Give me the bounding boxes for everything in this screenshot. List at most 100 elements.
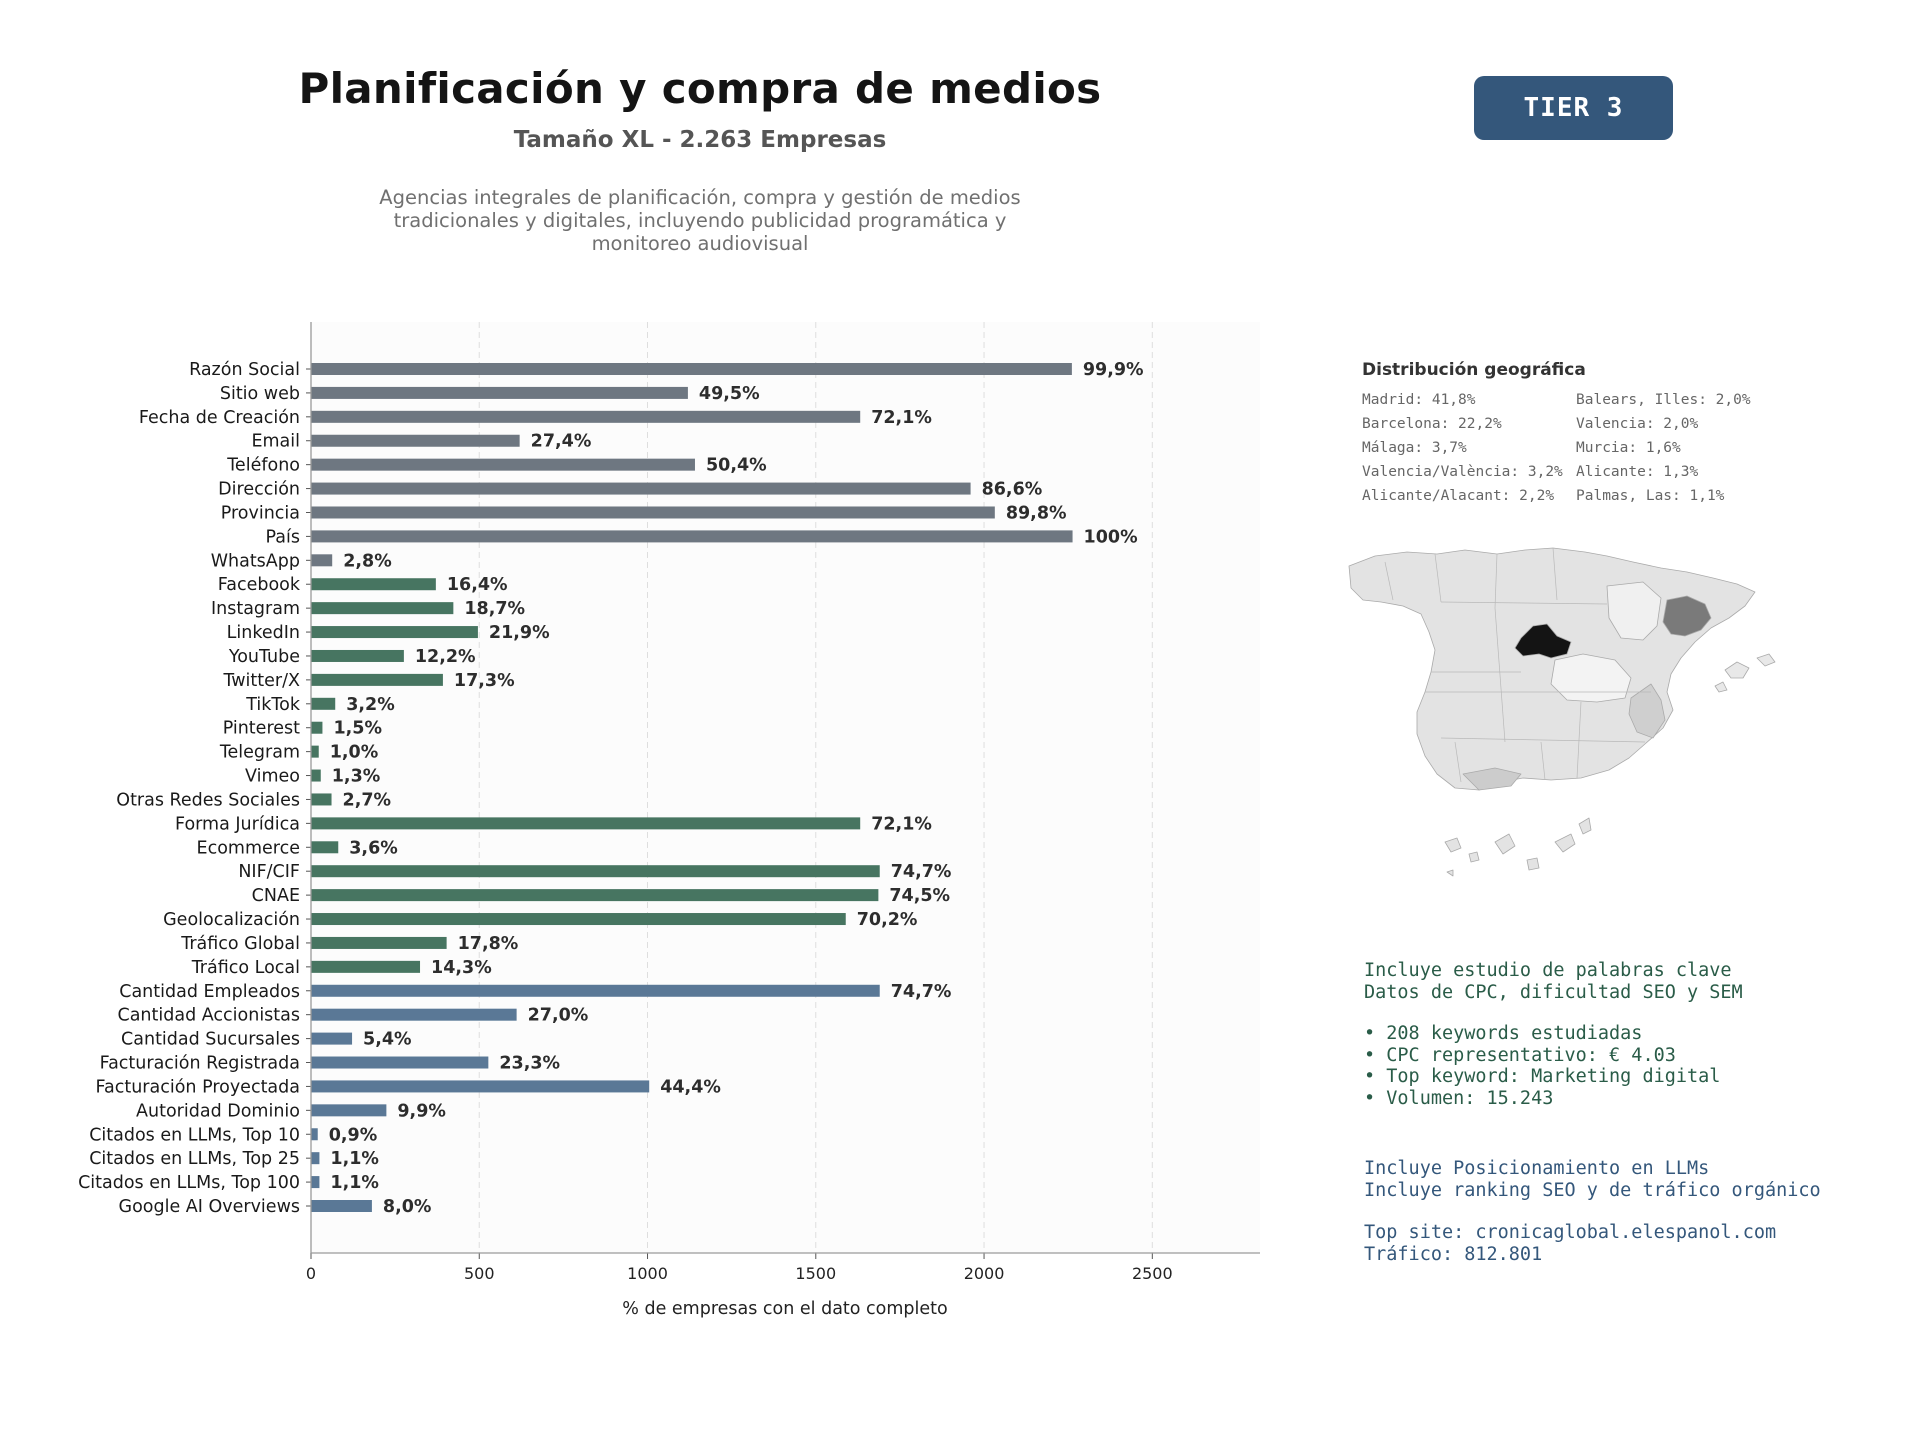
category-label: Teléfono <box>226 456 300 476</box>
geo-item: Palmas, Las: 1,1% <box>1576 488 1725 504</box>
geo-item: Alicante/Alacant: 2,2% <box>1362 488 1555 504</box>
category-label: Cantidad Accionistas <box>117 1006 300 1026</box>
llm-info-panel: Incluye Posicionamiento en LLMs Incluye … <box>1364 1158 1904 1266</box>
value-label: 99,9% <box>1083 360 1144 380</box>
category-label: Ecommerce <box>197 838 300 858</box>
value-label: 72,1% <box>871 408 932 428</box>
category-label: Tráfico Local <box>191 958 300 978</box>
bar <box>311 458 695 471</box>
value-label: 89,8% <box>1006 503 1067 523</box>
category-label: Email <box>251 432 300 452</box>
bar <box>311 817 861 830</box>
value-label: 74,7% <box>891 982 952 1002</box>
llm-line: Incluye ranking SEO y de tráfico orgánic… <box>1364 1180 1821 1201</box>
category-label: Forma Jurídica <box>175 814 300 834</box>
geo-item: Madrid: 41,8% <box>1362 392 1476 408</box>
category-label: Fecha de Creación <box>139 408 300 428</box>
value-label: 44,4% <box>660 1077 721 1097</box>
bar <box>311 506 995 519</box>
category-label: WhatsApp <box>211 551 300 571</box>
category-label: Cantidad Sucursales <box>121 1030 300 1050</box>
geo-item: Barcelona: 22,2% <box>1362 416 1502 432</box>
category-label: Geolocalización <box>163 910 300 930</box>
geo-item: Valencia: 2,0% <box>1576 416 1699 432</box>
x-tick-label: 1500 <box>795 1264 836 1283</box>
bar <box>311 697 336 710</box>
bar <box>311 745 319 758</box>
value-label: 17,3% <box>454 671 515 691</box>
region-canary-islands <box>1444 817 1592 877</box>
value-label: 74,7% <box>891 862 952 882</box>
bar <box>311 865 880 878</box>
bar <box>311 889 879 902</box>
category-label: NIF/CIF <box>238 862 300 882</box>
x-tick-label: 2000 <box>964 1264 1005 1283</box>
bar <box>311 1056 489 1069</box>
category-label: Sitio web <box>220 384 300 404</box>
bar <box>311 1008 517 1021</box>
value-label: 3,2% <box>346 695 395 715</box>
value-label: 27,0% <box>528 1006 589 1026</box>
bar <box>311 1032 353 1045</box>
bar <box>311 363 1072 375</box>
value-label: 18,7% <box>464 599 525 619</box>
region-balearic-islands <box>1714 653 1776 693</box>
value-label: 5,4% <box>363 1030 412 1050</box>
geo-item: Murcia: 1,6% <box>1576 440 1681 456</box>
value-label: 1,5% <box>333 719 382 739</box>
geo-item: Alicante: 1,3% <box>1576 464 1699 480</box>
category-label: Facturación Proyectada <box>96 1077 300 1097</box>
category-label: Facturación Registrada <box>100 1054 300 1074</box>
bar <box>311 386 688 399</box>
x-tick-label: 2500 <box>1132 1264 1173 1283</box>
value-label: 27,4% <box>531 432 592 452</box>
category-label: Facebook <box>218 575 301 595</box>
category-label: YouTube <box>228 647 300 667</box>
bar <box>311 841 339 854</box>
category-label: Citados en LLMs, Top 10 <box>89 1125 300 1145</box>
geo-list: Madrid: 41,8% Balears, Illes: 2,0% Barce… <box>1362 392 1882 504</box>
value-label: 100% <box>1084 527 1138 547</box>
category-label: CNAE <box>252 886 300 906</box>
bar <box>311 626 478 639</box>
llm-line: Incluye Posicionamiento en LLMs <box>1364 1158 1710 1179</box>
region-catalonia <box>1662 595 1712 637</box>
description-line: tradicionales y digitales, incluyendo pu… <box>393 209 1007 232</box>
bar <box>311 434 520 447</box>
value-label: 23,3% <box>499 1054 560 1074</box>
x-tick-label: 500 <box>464 1264 495 1283</box>
seo-line: Incluye estudio de palabras clave <box>1364 960 1732 981</box>
bar <box>311 410 861 423</box>
value-label: 16,4% <box>447 575 508 595</box>
value-label: 3,6% <box>349 838 398 858</box>
bar <box>311 936 447 949</box>
page-subtitle: Tamaño XL - 2.263 Empresas <box>513 127 887 153</box>
geo-distribution-panel: Distribución geográfica Madrid: 41,8% Ba… <box>1362 360 1882 504</box>
bar <box>311 649 404 662</box>
value-label: 17,8% <box>458 934 519 954</box>
seo-bullet: • Top keyword: Marketing digital <box>1364 1066 1721 1087</box>
seo-bullet: • Volumen: 15.243 <box>1364 1087 1554 1109</box>
bar <box>311 913 846 926</box>
category-label: Pinterest <box>223 719 300 739</box>
region-valencia <box>1628 683 1666 739</box>
sector-description: Agencias integrales de planificación, co… <box>330 186 1070 255</box>
category-label: Citados en LLMs, Top 25 <box>89 1149 300 1169</box>
bar <box>311 578 436 591</box>
bar <box>311 482 971 495</box>
grid-lines <box>478 322 1153 1253</box>
x-axis-ticks: 0 500 1000 1500 2000 2500 <box>306 1253 1173 1283</box>
bar <box>311 1200 372 1212</box>
value-label: 1,0% <box>330 743 379 763</box>
bar <box>311 530 1073 543</box>
seo-bullet: • 208 keywords estudiadas <box>1364 1023 1643 1044</box>
value-label: 72,1% <box>871 814 932 834</box>
geo-item: Valencia/València: 3,2% <box>1362 464 1563 480</box>
geo-item: Balears, Illes: 2,0% <box>1576 392 1751 408</box>
region-castilla-la-mancha <box>1550 653 1632 703</box>
category-label: Dirección <box>218 480 300 500</box>
value-label: 1,3% <box>332 767 381 787</box>
bars <box>311 363 1073 1212</box>
value-labels: 99,9% 49,5% 72,1% 27,4% 50,4% 86,6% 89,8% 100% 2… <box>329 360 1144 1217</box>
